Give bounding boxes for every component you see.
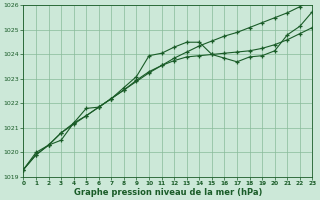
X-axis label: Graphe pression niveau de la mer (hPa): Graphe pression niveau de la mer (hPa) [74, 188, 262, 197]
